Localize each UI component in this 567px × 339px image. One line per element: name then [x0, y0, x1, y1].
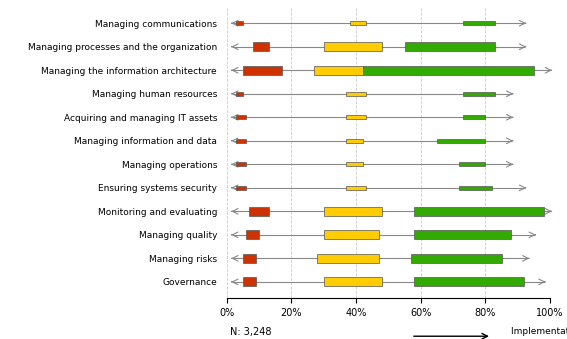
Bar	[350, 21, 366, 25]
Bar	[463, 21, 495, 25]
Bar	[414, 207, 544, 216]
Bar	[236, 92, 243, 96]
Bar	[253, 42, 269, 51]
Bar	[411, 254, 501, 263]
Bar	[346, 115, 366, 119]
Bar	[362, 66, 534, 75]
Bar	[324, 207, 382, 216]
Bar	[346, 162, 362, 166]
Bar	[236, 21, 243, 25]
Bar	[459, 162, 485, 166]
Bar	[246, 231, 259, 239]
Bar	[463, 92, 495, 96]
Bar	[346, 139, 362, 143]
Bar	[236, 162, 246, 166]
Bar	[346, 186, 366, 190]
Bar	[236, 115, 246, 119]
Bar	[414, 277, 524, 286]
Bar	[463, 115, 485, 119]
Bar	[324, 277, 382, 286]
Bar	[243, 277, 256, 286]
Text: N: 3,248: N: 3,248	[230, 327, 272, 337]
Bar	[405, 42, 495, 51]
Bar	[236, 186, 246, 190]
Bar	[346, 92, 366, 96]
Bar	[414, 231, 511, 239]
Text: Implementation of practices: Implementation of practices	[511, 327, 567, 337]
Bar	[324, 42, 382, 51]
Bar	[243, 66, 282, 75]
Bar	[324, 231, 379, 239]
Bar	[437, 139, 485, 143]
Bar	[236, 139, 246, 143]
Bar	[243, 254, 256, 263]
Bar	[318, 254, 379, 263]
Bar	[459, 186, 492, 190]
Bar	[249, 207, 269, 216]
Bar	[314, 66, 362, 75]
